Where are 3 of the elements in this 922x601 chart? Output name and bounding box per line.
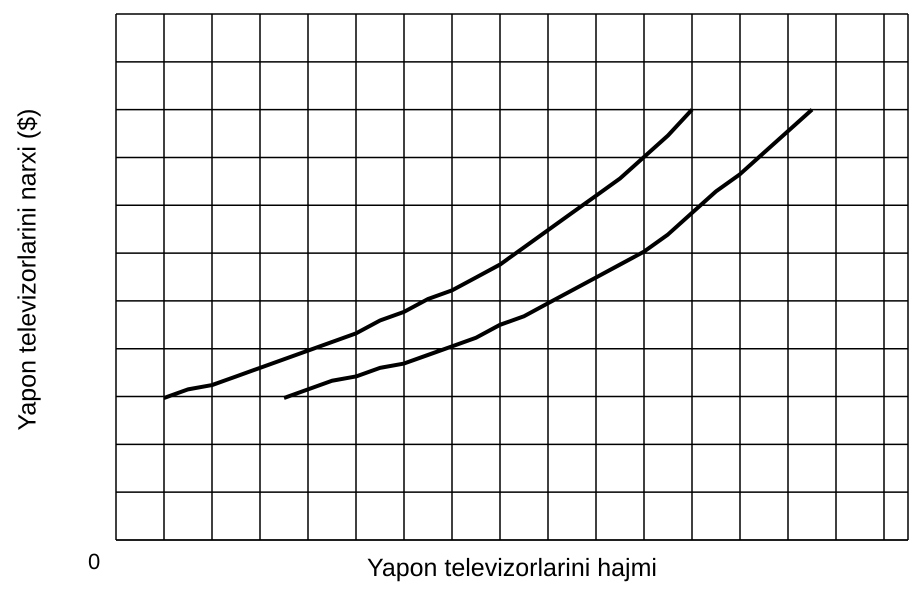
y-axis-title: Yapon televizorlarini narxi ($) — [14, 108, 42, 432]
text: 0 — [88, 549, 100, 575]
x-axis-title: Yapon televizorlarini hajmi — [366, 554, 658, 583]
